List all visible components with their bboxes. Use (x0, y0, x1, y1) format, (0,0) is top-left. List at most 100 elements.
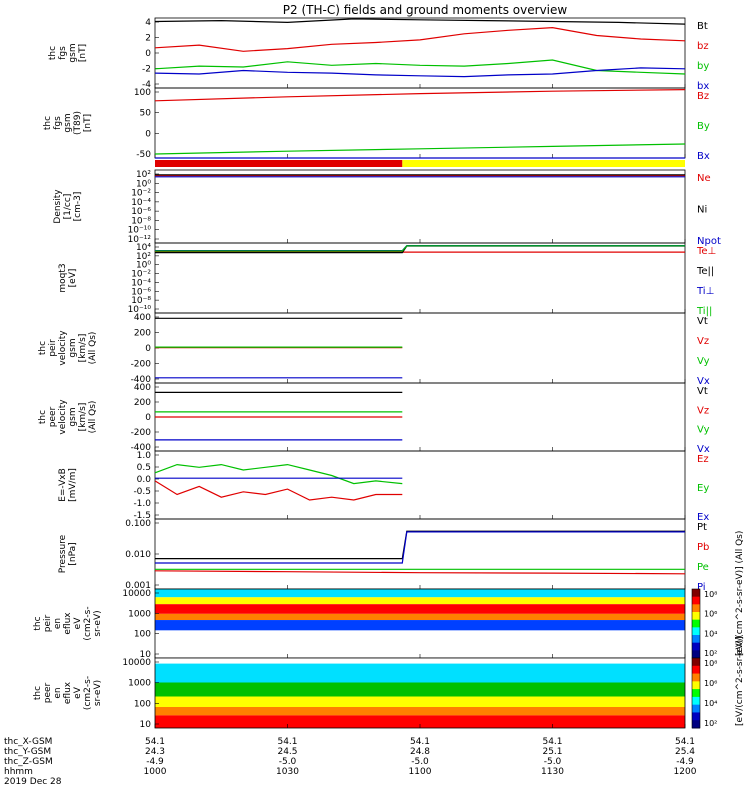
y-tick-label: 10000 (122, 589, 151, 599)
y-tick-label: 0.100 (125, 519, 151, 529)
colorbar-segment (692, 720, 700, 729)
x-axis-row-label: thc_Y-GSM (4, 747, 51, 757)
legend-entry: bz (697, 41, 709, 52)
y-tick-label: 400 (134, 313, 151, 323)
y-tick-label: 10⁻² (131, 270, 151, 280)
x-tick-value: 1030 (276, 767, 299, 777)
mode-bar-segment (155, 160, 403, 167)
legend-entry: Pi (697, 582, 706, 593)
y-tick-label: 100 (134, 699, 151, 709)
y-tick-label: -0.5 (133, 487, 151, 497)
y-axis-label-line: (All Qs) (88, 332, 98, 365)
y-axis-label-line: [nPa] (68, 542, 78, 565)
mode-bar (155, 160, 685, 167)
spectrogram-band (155, 620, 685, 631)
series-line-pt (155, 530, 685, 560)
legend-entry: by (697, 61, 709, 72)
colorbar-segment (692, 619, 700, 628)
y-axis-label-line: Pressure (58, 534, 68, 573)
legend-entry: By (697, 121, 710, 132)
x-tick-value: 24.8 (410, 747, 430, 757)
y-axis-label-line: thc (38, 341, 48, 355)
y-axis-label-line: [cm-3] (73, 192, 83, 222)
legend-entry: Bx (697, 151, 710, 162)
x-axis-row-label: thc_X-GSM (4, 737, 52, 747)
y-tick-label: 0 (145, 129, 151, 139)
y-axis-label-line: sr-eV) (93, 680, 103, 706)
legend-entry: Vy (697, 425, 710, 436)
y-axis-label: moqt3 [eV] (58, 263, 78, 292)
y-axis-label-line: fgs (53, 116, 63, 130)
y-axis-label-line: [nT] (83, 114, 93, 132)
y-tick-label: 1000 (128, 609, 151, 619)
x-tick-value: 54.1 (542, 737, 562, 747)
y-axis-label-line: peir (48, 339, 58, 357)
legend-entry: Bz (697, 91, 709, 102)
x-tick-value: 1130 (541, 767, 564, 777)
y-axis-label-line: [nT] (78, 44, 88, 62)
x-axis-row-label: thc_Z-GSM (4, 757, 53, 767)
series-line-by (154, 143, 686, 155)
y-axis-label-line: velocity (58, 330, 68, 366)
x-tick-value: -5.0 (279, 757, 297, 767)
y-tick-label: 10⁻⁶ (131, 287, 151, 297)
series-line-pi (155, 531, 685, 564)
y-axis-label: thc fgs gsm (T89) [nT] (43, 111, 93, 135)
y-tick-label: 10² (136, 252, 151, 262)
y-axis-label-line: eV (73, 617, 83, 630)
legend-entry: Vy (697, 356, 710, 367)
series-line-ey (154, 463, 403, 485)
y-tick-label: 10⁻⁴ (131, 278, 151, 288)
colorbar-segment (692, 673, 700, 682)
y-tick-label: 10⁰ (136, 179, 151, 189)
series-line-ez (154, 480, 403, 501)
y-axis-label-line: eflux (63, 681, 73, 704)
y-axis-label-line: [1/cc] (63, 194, 73, 220)
legend-entry: bx (697, 81, 709, 92)
y-tick-label: 400 (134, 383, 151, 393)
panel-1: 4 2 0 -2 -4 thc fgs gsm [nT] Bt bz by bx (48, 17, 709, 92)
spectrogram (155, 658, 685, 728)
x-tick-value: -4.9 (146, 757, 164, 767)
mode-bar-segment (402, 160, 685, 167)
series-line-by (154, 59, 686, 75)
y-axis-label-line: eflux (63, 612, 73, 635)
colorbar-tick-label: 10⁶ (704, 679, 717, 688)
x-tick-value: 1200 (674, 767, 697, 777)
y-axis-label-line: (All Qs) (88, 401, 98, 434)
legend-entry: Pt (697, 522, 707, 533)
y-axis-label: thc peir en eflux eV (cm2-s-sr-eV) (33, 606, 103, 640)
legend: Pt Pb Pe Pi (697, 522, 709, 593)
y-tick-label: 10⁻¹⁰ (128, 226, 152, 236)
y-tick-label: 2 (145, 34, 151, 44)
legend-entry: Pe (697, 562, 709, 573)
legend-entry: Pb (697, 542, 709, 553)
colorbar-segment (692, 681, 700, 690)
y-tick-label: -400 (131, 443, 152, 453)
y-tick-label: 10⁻⁸ (131, 296, 151, 306)
y-axis-label-line: [km/s] (78, 403, 88, 432)
colorbar-segment (692, 604, 700, 613)
colorbar-segment (692, 589, 700, 598)
spectrogram-band (155, 707, 685, 716)
colorbar-tick-label: 10² (704, 719, 717, 728)
y-axis-label-line: velocity (58, 399, 68, 435)
panel-10: 10⁸ 10⁶ 10⁴ 10² [eV/(cm^2-s-sr-eV)] 10000 1000… (33, 636, 745, 730)
y-tick-label: -2 (142, 65, 151, 75)
panel-3: 10²10⁰10⁻²10⁻⁴10⁻⁶10⁻⁸10⁻¹⁰10⁻¹²Density[… (53, 169, 721, 247)
y-tick-label: 0.5 (137, 463, 151, 473)
y-axis-label: E=-VxB [mV/m] (58, 468, 78, 502)
legend: Vt Vz Vy Vx (697, 386, 710, 455)
x-tick-value: -5.0 (411, 757, 429, 767)
y-axis-label: thc peir velocity gsm [km/s] (All Qs) (38, 330, 98, 366)
y-axis-label-line: eV (73, 686, 83, 699)
panel-7: 1.0 0.5 0.0 -0.5 -1.0 -1.5 E=-VxB [mV/m] Ez Ey Ex (58, 450, 709, 523)
y-tick-label: -200 (131, 428, 152, 438)
panel-frame (154, 242, 686, 314)
y-tick-label: 10 (140, 650, 152, 660)
y-axis-label-line: [eV] (68, 269, 78, 288)
colorbar-segment (692, 704, 700, 713)
